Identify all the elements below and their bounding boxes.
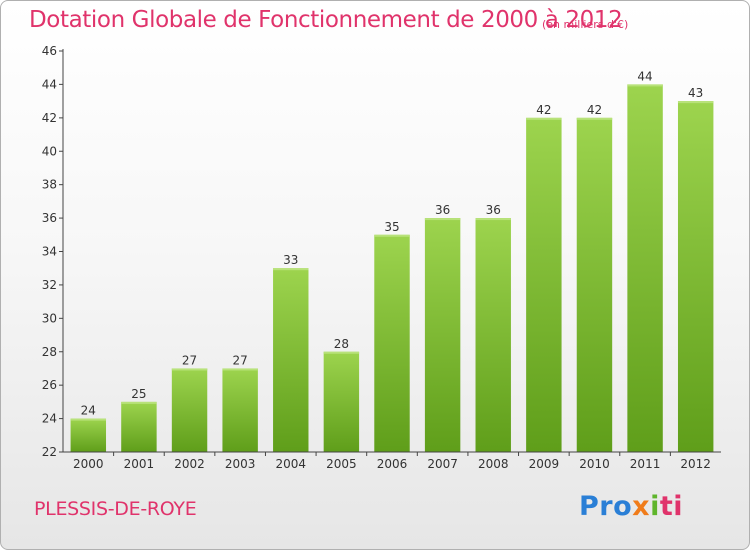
bar [121,401,157,452]
bar-highlight [677,101,714,104]
x-tick-label: 2012 [680,457,711,471]
location-name: PLESSIS-DE-ROYE [34,498,197,520]
bar-highlight [121,401,157,404]
y-tick-label: 32 [42,278,57,292]
data-label: 33 [283,253,298,267]
bar-highlight [526,117,562,120]
data-label: 28 [334,337,349,351]
bar-highlight [273,268,309,271]
x-tick-label: 2001 [124,457,155,471]
data-label: 36 [435,203,450,217]
x-tick-label: 2011 [630,457,661,471]
y-tick-label: 26 [42,378,57,392]
y-tick-label: 44 [42,77,57,91]
y-tick-label: 28 [42,345,57,359]
x-tick-label: 2002 [174,457,205,471]
y-tick-label: 38 [42,178,57,192]
x-tick-label: 2006 [377,457,408,471]
data-label: 44 [637,69,652,83]
y-tick-label: 24 [42,412,57,426]
bar [475,218,511,452]
bar-highlight [323,351,360,354]
bar [171,368,208,452]
logo-part: i [650,491,660,522]
data-label: 24 [81,404,96,418]
bar [273,268,309,452]
bar [70,418,107,452]
data-label: 27 [233,353,248,367]
bar [323,351,360,452]
bar-highlight [222,368,258,371]
bar [526,117,562,452]
y-tick-label: 22 [42,445,57,459]
logo-part: ti [659,491,684,522]
bar [576,117,613,452]
x-tick-label: 2010 [579,457,610,471]
y-tick-label: 46 [42,44,57,58]
bar [222,368,258,452]
x-tick-label: 2004 [275,457,306,471]
bar [627,84,663,453]
x-tick-label: 2008 [478,457,509,471]
bar-highlight [627,84,663,87]
bar [374,234,410,452]
axes-layer: 22 24 26 28 30 32 34 36 38 40 42 44 46 2000 2001 2002 20… [42,44,721,471]
bar-highlight [374,234,410,237]
data-label: 35 [384,220,399,234]
labels-layer: 24 25 27 27 33 28 35 36 36 42 42 44 43 [81,69,704,417]
bar-highlight [70,418,107,421]
y-tick-label: 30 [42,311,57,325]
chart-unit-label: (en milliers d'€) [542,18,629,31]
x-tick-label: 2003 [225,457,256,471]
data-label: 42 [536,103,551,117]
x-tick-label: 2007 [427,457,458,471]
y-tick-label: 40 [42,144,57,158]
bar [424,218,461,452]
y-tick-label: 34 [42,245,57,259]
x-tick-label: 2005 [326,457,357,471]
data-label: 27 [182,353,197,367]
proxiti-logo: Proxiti [579,491,683,522]
bar-highlight [171,368,208,371]
bar-highlight [424,218,461,221]
bar-highlight [576,117,613,120]
data-label: 43 [688,86,703,100]
chart-title: Dotation Globale de Fonctionnement de 20… [29,7,623,33]
data-label: 25 [131,387,146,401]
logo-part: Pro [579,491,633,522]
data-label: 42 [587,103,602,117]
data-label: 36 [486,203,501,217]
y-tick-label: 42 [42,111,57,125]
x-tick-label: 2000 [73,457,104,471]
bars-layer [70,84,714,453]
logo-part: x [632,491,651,522]
y-tick-label: 36 [42,211,57,225]
bar-highlight [475,218,511,221]
bar [677,101,714,452]
x-tick-label: 2009 [529,457,560,471]
